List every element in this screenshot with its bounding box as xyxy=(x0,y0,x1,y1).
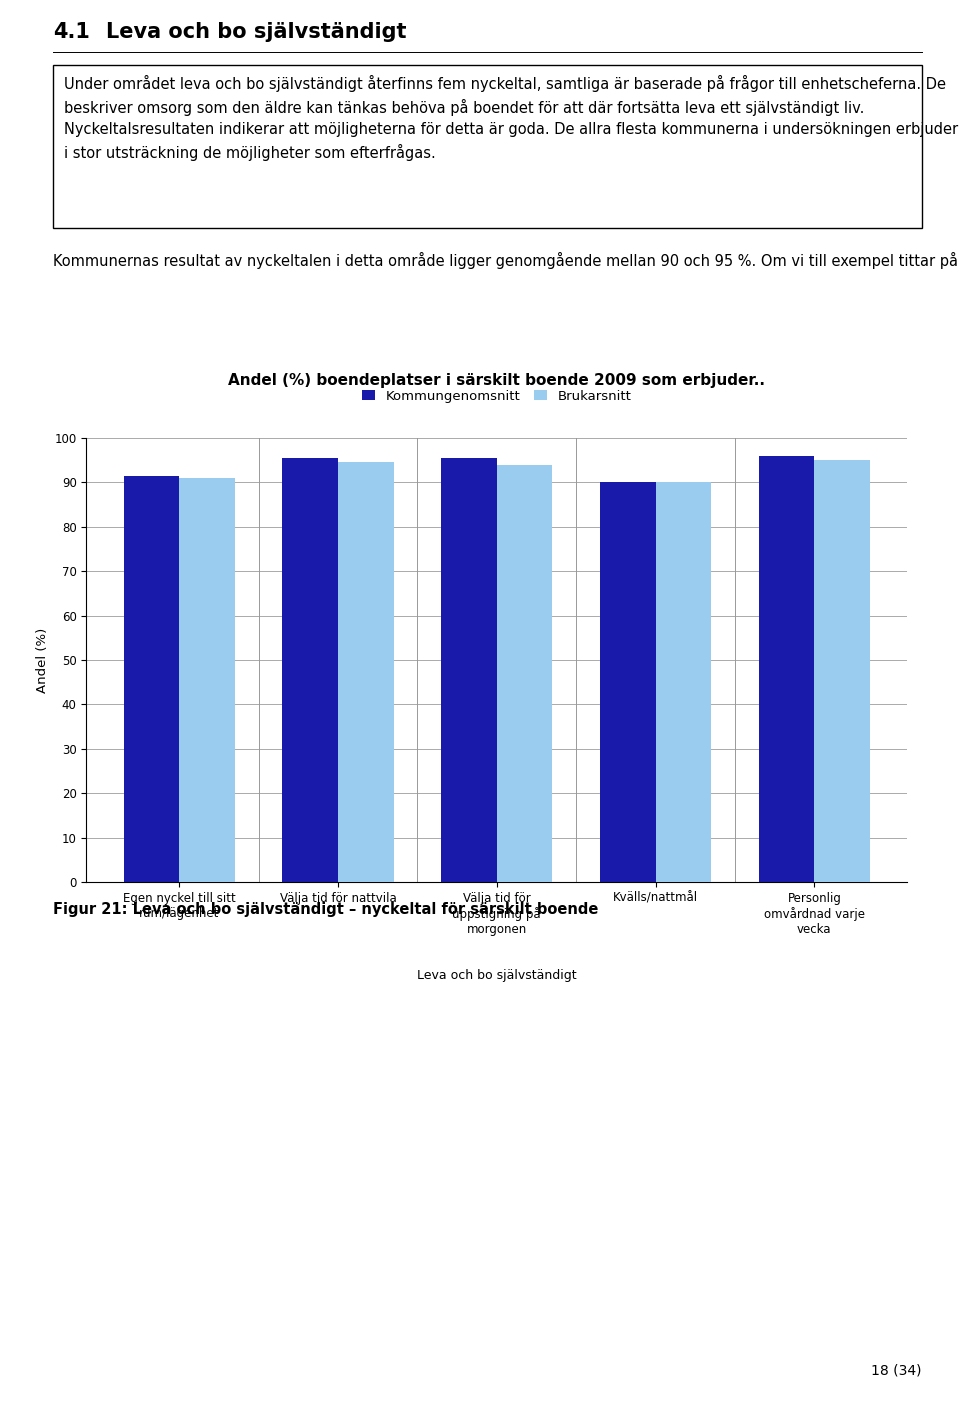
Bar xyxy=(600,482,656,882)
Bar xyxy=(180,478,235,882)
Text: 4.1: 4.1 xyxy=(53,22,89,42)
Bar xyxy=(124,475,180,882)
Legend: Kommungenomsnitt, Brukarsnitt: Kommungenomsnitt, Brukarsnitt xyxy=(357,385,636,408)
Text: Leva och bo självständigt: Leva och bo självständigt xyxy=(417,969,577,981)
Text: 18 (34): 18 (34) xyxy=(871,1364,922,1378)
Bar xyxy=(497,464,552,882)
Bar xyxy=(656,482,711,882)
Text: Leva och bo självständigt: Leva och bo självständigt xyxy=(106,22,406,42)
Text: Figur 21: Leva och bo självständigt – nyckeltal för särskilt boende: Figur 21: Leva och bo självständigt – ny… xyxy=(53,903,598,917)
Text: Under området leva och bo självständigt återfinns fem nyckeltal, samtliga är bas: Under området leva och bo självständigt … xyxy=(64,75,958,162)
Bar xyxy=(442,458,497,882)
Bar xyxy=(338,463,394,882)
Bar xyxy=(282,458,338,882)
Y-axis label: Andel (%): Andel (%) xyxy=(36,627,49,693)
Bar xyxy=(758,456,814,882)
Text: Kommunernas resultat av nyckeltalen i detta område ligger genomgående mellan 90 : Kommunernas resultat av nyckeltalen i de… xyxy=(53,252,960,269)
Bar xyxy=(814,460,870,882)
Title: Andel (%) boendeplatser i särskilt boende 2009 som erbjuder..: Andel (%) boendeplatser i särskilt boend… xyxy=(228,373,765,388)
